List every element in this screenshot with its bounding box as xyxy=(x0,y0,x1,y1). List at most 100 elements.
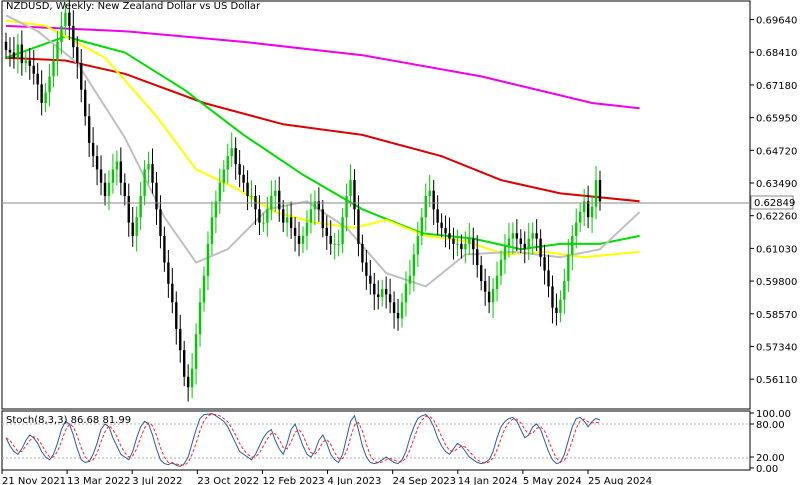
candle-body xyxy=(412,254,416,276)
candle-body xyxy=(44,92,47,103)
candle-body xyxy=(416,235,420,255)
candle-body xyxy=(309,209,313,223)
candle-body xyxy=(293,227,297,236)
candles xyxy=(4,0,602,402)
candle-body xyxy=(503,246,507,260)
candle-body xyxy=(24,60,27,64)
candle-body xyxy=(586,201,590,218)
candle-body xyxy=(579,211,582,223)
candle-body xyxy=(337,243,340,245)
stoch-signal-line xyxy=(5,413,601,466)
candle-body xyxy=(68,12,71,26)
time-tick-label: 4 Jun 2023 xyxy=(328,476,382,485)
candle-body xyxy=(48,76,51,93)
candle-body xyxy=(242,174,245,183)
candle-body xyxy=(72,25,75,48)
candle-body xyxy=(87,116,91,143)
time-axis: 21 Nov 2021 13 Mar 2022 3 Jul 2022 23 Oct 2… xyxy=(1,470,652,485)
candle-body xyxy=(155,182,158,210)
candle-body xyxy=(547,270,550,287)
candle-body xyxy=(594,180,598,207)
candle-body xyxy=(289,217,293,228)
candle-body xyxy=(404,283,408,303)
price-tick-label: 0.64720 xyxy=(756,146,797,157)
candle-body xyxy=(186,376,190,388)
candle-body xyxy=(238,164,241,175)
candle-body xyxy=(20,44,24,64)
candle-body xyxy=(301,235,305,244)
candle-body xyxy=(527,238,530,250)
candle-body xyxy=(198,302,202,335)
candle-body xyxy=(76,47,79,64)
candle-body xyxy=(111,169,115,183)
candle-body xyxy=(258,209,261,223)
stoch-label: Stoch(8,3,3) 86.68 81.99 xyxy=(6,415,131,426)
candle-body xyxy=(452,238,455,244)
candle-body xyxy=(206,243,210,276)
candle-body xyxy=(369,275,372,284)
time-tick-label: 13 Mar 2022 xyxy=(67,476,130,485)
candle-body xyxy=(202,275,206,303)
candle-body xyxy=(571,235,574,255)
price-tick-label: 0.65950 xyxy=(756,114,797,125)
candle-body xyxy=(179,328,182,351)
time-tick-label: 5 May 2024 xyxy=(523,476,582,485)
candle-body xyxy=(123,182,126,197)
candle-body xyxy=(464,243,467,250)
candle-body xyxy=(420,217,423,236)
candle-body xyxy=(472,238,475,250)
price-tick-label: 0.68410 xyxy=(756,48,797,59)
moving-average-line xyxy=(5,56,640,203)
candle-body xyxy=(28,60,31,66)
stoch-tick-label: 100.00 xyxy=(756,409,791,420)
candle-body xyxy=(499,259,503,276)
candle-body xyxy=(190,368,194,388)
candle-body xyxy=(392,302,396,313)
candle-body xyxy=(333,243,336,245)
candle-body xyxy=(103,182,107,197)
main-panel-frame xyxy=(1,0,751,410)
candle-body xyxy=(214,201,218,218)
candle-body xyxy=(218,182,222,202)
candle-body xyxy=(384,289,388,295)
candle-body xyxy=(80,63,83,90)
candle-body xyxy=(4,41,8,50)
candle-body xyxy=(143,169,146,197)
candle-body xyxy=(234,148,237,165)
candle-body xyxy=(400,302,404,319)
candle-body xyxy=(52,60,55,77)
candle-body xyxy=(119,161,123,183)
candle-body xyxy=(274,190,277,197)
candle-body xyxy=(64,12,67,26)
candle-body xyxy=(127,196,130,223)
candle-body xyxy=(353,180,356,210)
candle-body xyxy=(582,201,586,212)
candle-body xyxy=(84,89,87,117)
candle-body xyxy=(381,289,384,298)
candle-body xyxy=(590,206,594,218)
candle-body xyxy=(436,209,439,223)
candle-body xyxy=(519,238,522,244)
stoch-panel-frame xyxy=(1,410,751,471)
chart-title: NZDUSD, Weekly: New Zealand Dollar vs US… xyxy=(6,1,261,12)
time-tick-label: 24 Sep 2023 xyxy=(393,476,456,485)
candle-body xyxy=(575,222,578,236)
candle-body xyxy=(480,265,483,282)
candle-body xyxy=(448,233,451,239)
price-tick-label: 0.58570 xyxy=(756,310,797,321)
price-tick-label: 0.67180 xyxy=(756,81,797,92)
price-axis: 0.69640 0.68410 0.67180 0.65950 0.64720 0.634… xyxy=(750,16,797,386)
candle-body xyxy=(305,222,309,236)
candle-body xyxy=(511,233,515,239)
candle-body xyxy=(8,49,12,53)
candle-body xyxy=(194,334,198,369)
candle-body xyxy=(159,209,162,236)
moving-average-line xyxy=(5,35,640,251)
candle-body xyxy=(266,209,269,223)
candle-body xyxy=(345,196,348,218)
time-tick-label: 3 Jul 2022 xyxy=(132,476,182,485)
candle-body xyxy=(210,217,214,244)
